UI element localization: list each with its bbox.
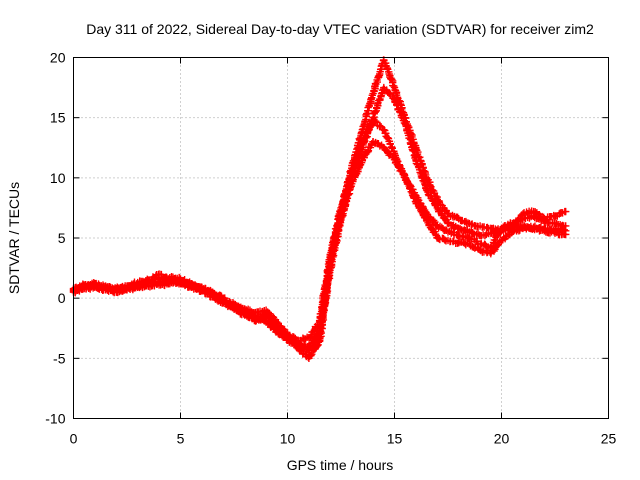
x-tick-label: 0 (70, 431, 78, 447)
x-tick-label: 10 (280, 431, 296, 447)
x-tick-label: 25 (601, 431, 617, 447)
data-point (326, 255, 334, 264)
data-point (427, 182, 435, 191)
y-tick-label: -10 (45, 411, 65, 427)
axis-ticks: 0 5 10 15 20 25 -10 -5 0 5 10 15 20 (45, 50, 616, 447)
data-point (120, 284, 128, 293)
data-point (342, 186, 350, 195)
data-point (515, 227, 523, 235)
data-points (69, 56, 570, 363)
data-point (336, 211, 344, 220)
x-tick-label: 5 (177, 431, 185, 447)
grid-lines (73, 57, 609, 419)
data-point (299, 334, 307, 342)
data-point (236, 307, 245, 315)
data-series (69, 56, 570, 351)
data-point (421, 180, 429, 188)
y-tick-label: 15 (50, 110, 66, 126)
data-point (406, 181, 414, 190)
y-tick-label: -5 (53, 350, 66, 366)
y-tick-label: 10 (50, 170, 66, 186)
data-point (243, 311, 251, 319)
data-point (562, 222, 570, 230)
y-tick-label: 5 (58, 230, 66, 246)
x-axis-label: GPS time / hours (287, 457, 394, 473)
data-point (313, 342, 322, 350)
data-point (562, 207, 570, 216)
chart-title: Day 311 of 2022, Sidereal Day-to-day VTE… (86, 21, 594, 37)
data-point (341, 192, 349, 200)
data-point (345, 174, 354, 182)
y-tick-label: 20 (50, 50, 66, 66)
data-series (69, 83, 570, 354)
plot-area-border (73, 57, 609, 419)
x-tick-label: 20 (494, 431, 510, 447)
y-axis-label: SDTVAR / TECUs (6, 182, 22, 294)
y-tick-label: 0 (58, 290, 66, 306)
x-tick-label: 15 (387, 431, 403, 447)
data-point (426, 181, 434, 190)
